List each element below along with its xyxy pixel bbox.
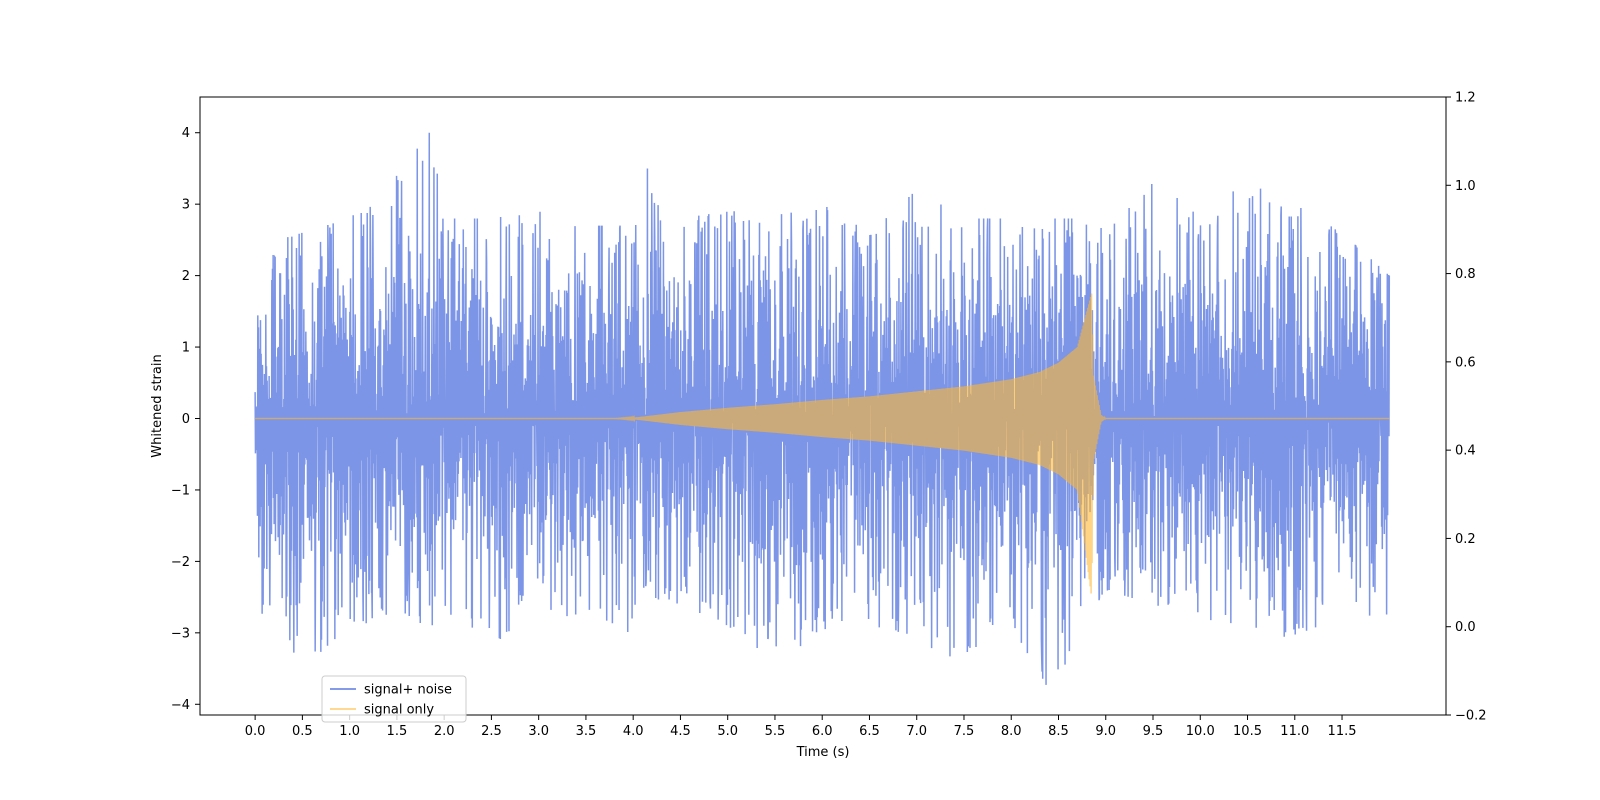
x-tick-label: 9.5 [1143, 724, 1164, 739]
y-tick-label: 1 [182, 341, 190, 356]
x-tick-label: 7.0 [906, 724, 927, 739]
x-tick-label: 2.5 [481, 724, 502, 739]
y-right-tick-label: 0.8 [1455, 267, 1476, 282]
x-tick-label: 5.5 [765, 724, 786, 739]
x-tick-label: 6.0 [812, 724, 833, 739]
x-tick-label: 7.5 [954, 724, 975, 739]
x-tick-label: 5.0 [717, 724, 738, 739]
x-tick-label: 2.0 [434, 724, 455, 739]
y-right-tick-label: 0.4 [1455, 444, 1476, 459]
y-right-tick-label: 0.0 [1455, 620, 1476, 635]
x-tick-label: 0.5 [292, 724, 313, 739]
axis-layer: 0.0 0.5 1.0 1.5 2.0 2.5 3.0 3.5 4.0 4.5 5.0 5.5 6.0 6… [171, 91, 1487, 740]
x-tick-label: 10.0 [1186, 724, 1215, 739]
x-tick-label: 3.0 [528, 724, 549, 739]
x-tick-label: 4.0 [623, 724, 644, 739]
y-tick-label: 0 [182, 412, 190, 427]
x-tick-label: 4.5 [670, 724, 691, 739]
y-right-tick-label: −0.2 [1455, 709, 1487, 724]
y-tick-label: −2 [171, 555, 190, 570]
y-right-tick-label: 1.0 [1455, 179, 1476, 194]
x-tick-label: 0.0 [245, 724, 266, 739]
x-tick-label: 1.5 [387, 724, 408, 739]
y-right-tick-label: 0.6 [1455, 355, 1476, 370]
x-tick-label: 10.5 [1233, 724, 1262, 739]
series-signal-only-line [255, 293, 1390, 594]
y-tick-label: 3 [182, 198, 190, 213]
y-right-tick-label: 0.2 [1455, 532, 1476, 547]
plot-frame [199, 96, 1447, 716]
y-right-tick-label: 1.2 [1455, 91, 1476, 106]
y-tick-label: −1 [171, 483, 190, 498]
x-tick-label: 1.0 [339, 724, 360, 739]
x-tick-label: 11.0 [1280, 724, 1309, 739]
x-tick-label: 8.0 [1001, 724, 1022, 739]
legend-box [321, 675, 467, 723]
legend: signal+ noise signal only [321, 675, 467, 723]
legend-label-signal-noise: signal+ noise [364, 683, 452, 698]
x-tick-label: 6.5 [859, 724, 880, 739]
legend-label-signal-only: signal only [364, 703, 434, 718]
y-axis-label: Whitened strain [150, 354, 165, 457]
x-axis-label: Time (s) [796, 745, 850, 760]
series-layer [254, 132, 1391, 685]
x-tick-label: 3.5 [576, 724, 597, 739]
y-tick-label: 2 [182, 269, 190, 284]
x-tick-label: 11.5 [1328, 724, 1357, 739]
x-tick-label: 9.0 [1095, 724, 1116, 739]
x-tick-label: 8.5 [1048, 724, 1069, 739]
y-tick-label: 4 [182, 126, 190, 141]
y-tick-label: −3 [171, 626, 190, 641]
y-tick-label: −4 [171, 698, 190, 713]
